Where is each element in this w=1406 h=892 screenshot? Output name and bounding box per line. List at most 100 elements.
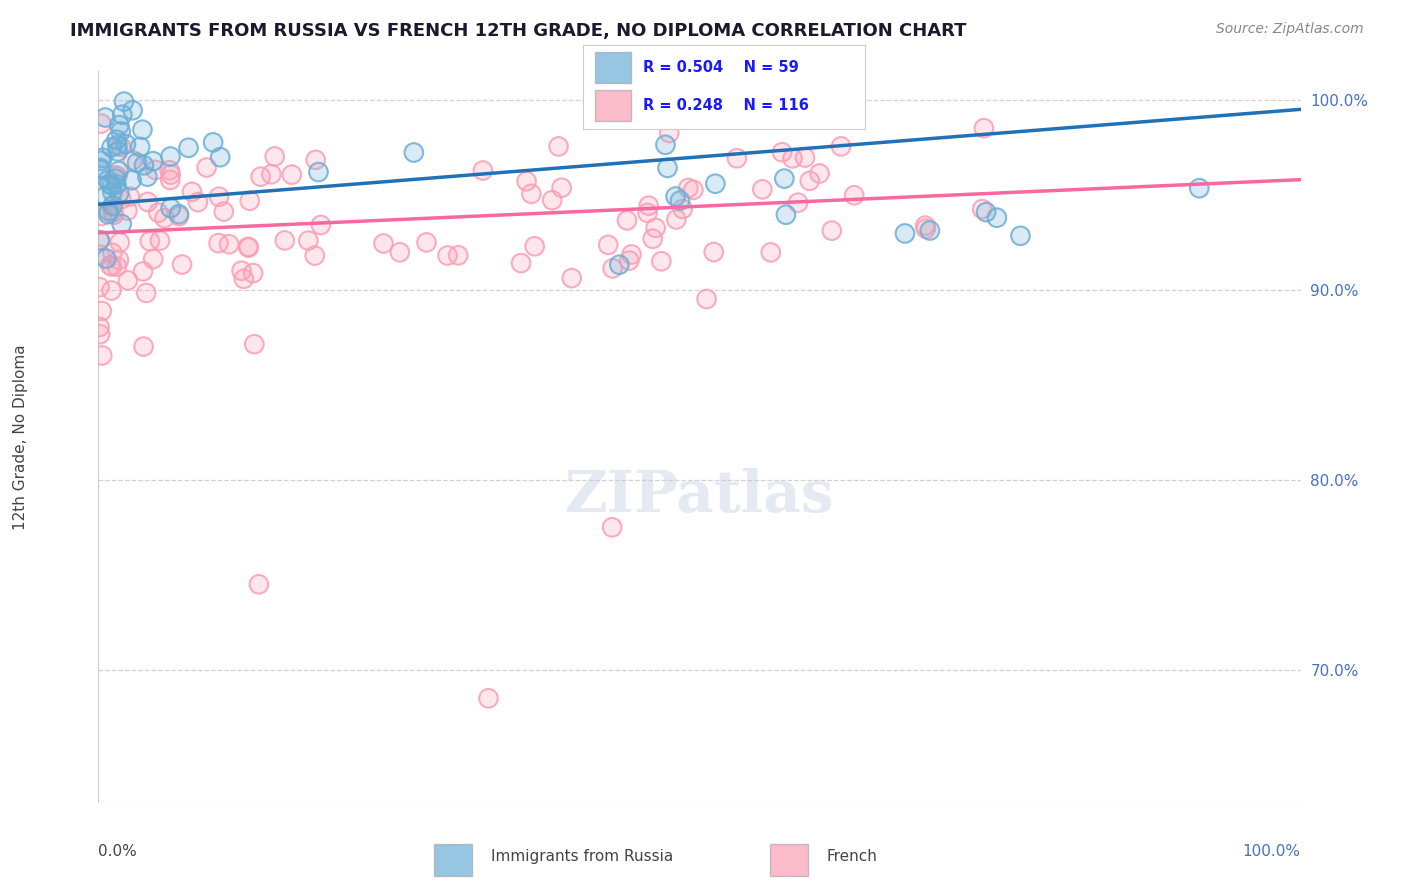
Point	[96, 252, 118, 266]
Point	[111, 217, 134, 231]
Point	[101, 260, 124, 274]
Point	[121, 173, 143, 187]
Point	[132, 264, 155, 278]
Point	[637, 206, 659, 220]
Point	[187, 195, 209, 210]
Point	[523, 239, 546, 253]
Point	[218, 237, 240, 252]
Point	[724, 93, 747, 107]
Point	[89, 161, 111, 175]
Point	[650, 254, 672, 268]
Point	[153, 211, 176, 225]
Point	[799, 174, 821, 188]
Point	[195, 161, 218, 175]
Point	[510, 256, 533, 270]
Point	[121, 103, 143, 118]
Point	[136, 194, 159, 209]
Point	[415, 235, 437, 250]
Point	[637, 199, 659, 213]
Point	[602, 261, 624, 276]
Point	[104, 171, 127, 186]
Point	[775, 208, 797, 222]
Point	[821, 224, 844, 238]
Point	[782, 152, 804, 166]
Point	[98, 177, 121, 191]
Point	[844, 188, 866, 202]
Point	[187, 195, 209, 210]
Point	[97, 204, 120, 219]
Point	[149, 234, 172, 248]
Point	[97, 204, 120, 219]
Point	[759, 245, 782, 260]
Text: 12th Grade, No Diploma: 12th Grade, No Diploma	[13, 344, 28, 530]
Point	[100, 284, 122, 298]
Point	[477, 691, 499, 706]
Point	[131, 122, 153, 136]
Point	[808, 166, 831, 180]
Point	[90, 162, 112, 177]
Point	[148, 205, 170, 219]
Point	[110, 192, 132, 206]
Point	[402, 145, 425, 160]
Point	[274, 234, 297, 248]
FancyBboxPatch shape	[770, 844, 808, 876]
Point	[550, 180, 572, 194]
Point	[471, 163, 494, 178]
Point	[101, 199, 124, 213]
Point	[89, 327, 111, 342]
Point	[136, 169, 159, 184]
Point	[125, 155, 148, 169]
Point	[616, 213, 638, 227]
Point	[775, 208, 797, 222]
Point	[894, 227, 917, 241]
Point	[118, 189, 141, 203]
Point	[101, 246, 124, 260]
Point	[232, 272, 254, 286]
Point	[132, 158, 155, 172]
Point	[90, 304, 112, 318]
Point	[170, 258, 193, 272]
Point	[309, 218, 332, 232]
Point	[620, 247, 643, 261]
Point	[107, 164, 129, 178]
Point	[89, 280, 111, 294]
Point	[388, 245, 411, 260]
Point	[142, 154, 165, 169]
Point	[105, 133, 128, 147]
Point	[641, 232, 664, 246]
Point	[1010, 228, 1032, 243]
Point	[89, 327, 111, 342]
Point	[520, 186, 543, 201]
Point	[305, 153, 328, 167]
Point	[159, 168, 181, 182]
Point	[547, 139, 569, 153]
Point	[132, 340, 155, 354]
Point	[243, 337, 266, 351]
Point	[243, 337, 266, 351]
Point	[619, 253, 641, 268]
Point	[616, 213, 638, 227]
Point	[195, 161, 218, 175]
Point	[914, 221, 936, 235]
Text: IMMIGRANTS FROM RUSSIA VS FRENCH 12TH GRADE, NO DIPLOMA CORRELATION CHART: IMMIGRANTS FROM RUSSIA VS FRENCH 12TH GR…	[70, 22, 967, 40]
Point	[236, 240, 259, 254]
Text: R = 0.504    N = 59: R = 0.504 N = 59	[643, 60, 799, 75]
Text: French: French	[827, 848, 877, 863]
Point	[209, 150, 232, 164]
Point	[202, 136, 225, 150]
Point	[125, 155, 148, 169]
Point	[637, 199, 659, 213]
Point	[132, 340, 155, 354]
Point	[100, 140, 122, 154]
Point	[373, 236, 395, 251]
Point	[550, 180, 572, 194]
Point	[678, 181, 700, 195]
Point	[669, 194, 692, 208]
Point	[104, 169, 127, 183]
Point	[894, 227, 917, 241]
Point	[373, 236, 395, 251]
Point	[238, 241, 260, 255]
Point	[242, 266, 264, 280]
Point	[972, 202, 994, 216]
Point	[107, 145, 129, 159]
